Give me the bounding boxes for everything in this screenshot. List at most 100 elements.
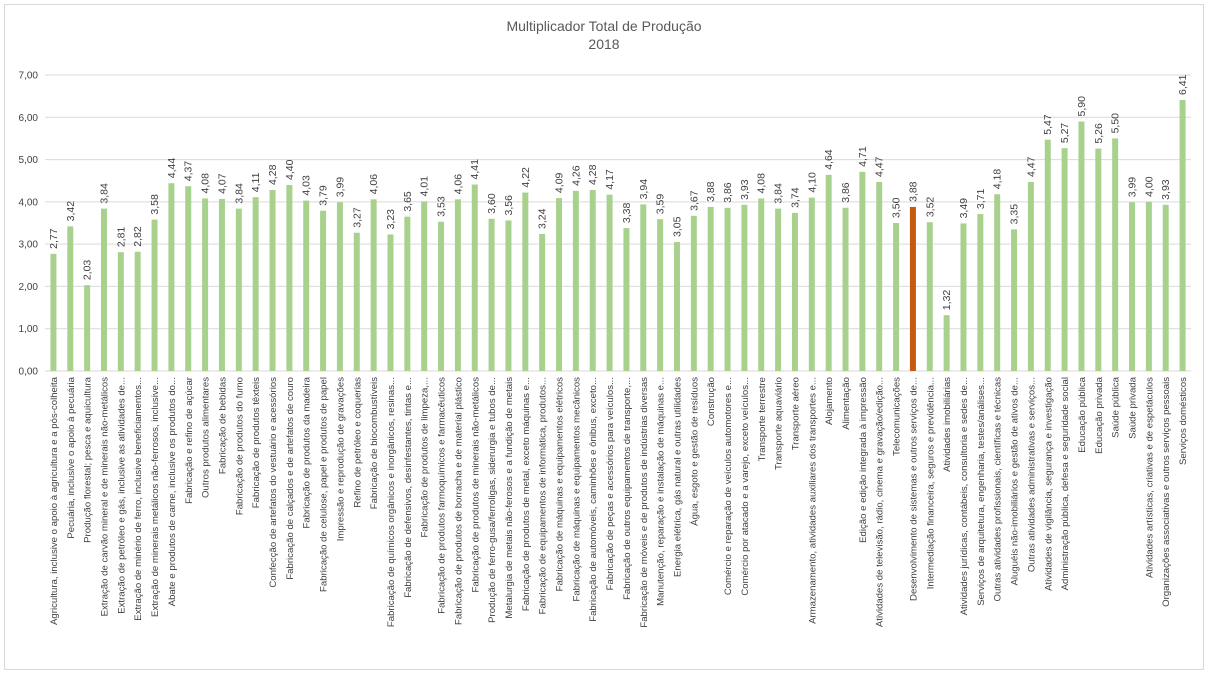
bar xyxy=(1145,201,1152,371)
bar xyxy=(943,315,950,371)
bar xyxy=(117,252,124,371)
value-label: 3,88 xyxy=(907,181,919,202)
bar xyxy=(1061,148,1068,371)
value-label: 4,03 xyxy=(301,175,313,196)
x-tick-label: Fabricação de produtos têxteis xyxy=(251,377,262,508)
value-label: 2,81 xyxy=(115,227,127,248)
value-label: 4,01 xyxy=(419,176,431,197)
value-label: 4,18 xyxy=(992,169,1004,190)
value-label: 3,56 xyxy=(503,195,515,216)
bar xyxy=(522,192,529,371)
bar xyxy=(893,223,900,371)
value-label: 3,23 xyxy=(385,209,397,230)
x-tick-label: Aluguéis não-imobiliários e gestão de at… xyxy=(1010,377,1021,586)
value-label: 3,24 xyxy=(537,208,549,229)
bar xyxy=(454,199,461,371)
value-label: 2,77 xyxy=(48,228,60,249)
bar xyxy=(185,186,192,371)
bar xyxy=(775,208,782,371)
x-tick-label: Atividades jurídicas, contábeis, consult… xyxy=(959,377,970,615)
bar xyxy=(421,201,428,371)
x-tick-label: Fabricação de defensivos, desinfestantes… xyxy=(403,377,414,598)
x-tick-label: Serviços domésticos xyxy=(1178,377,1189,465)
x-tick-label: Fabricação de produtos farmoquímicos e f… xyxy=(437,377,448,614)
value-label: 4,07 xyxy=(216,173,228,194)
bar xyxy=(724,207,731,371)
x-tick-label: Fabricação de bebidas xyxy=(217,377,228,474)
bar xyxy=(741,204,748,371)
value-label: 3,67 xyxy=(688,190,700,211)
x-tick-label: Comércio por atacado e a varejo, exceto … xyxy=(740,377,751,596)
value-label: 4,08 xyxy=(200,173,212,194)
value-label: 4,64 xyxy=(823,149,835,170)
x-tick-label: Fabricação de outros equipamentos de tra… xyxy=(622,377,633,600)
bar xyxy=(909,206,916,371)
x-tick-label: Refino de petróleo e coquerias xyxy=(352,377,363,508)
value-label: 4,28 xyxy=(587,164,599,185)
x-tick-label: Alimentação xyxy=(841,377,852,430)
x-tick-label: Saúde pública xyxy=(1111,376,1122,437)
value-label: 3,50 xyxy=(891,197,903,218)
x-tick-label: Outras atividades administrativas e serv… xyxy=(1026,377,1037,572)
bar xyxy=(1179,99,1186,371)
value-label: 3,99 xyxy=(334,177,346,198)
x-tick-label: Fabricação de produtos de minerais não-m… xyxy=(470,377,481,593)
x-tick-label: Extração de minério de ferro, inclusive … xyxy=(133,377,144,621)
value-label: 5,47 xyxy=(1042,114,1054,135)
value-label: 4,44 xyxy=(166,158,178,179)
bar xyxy=(404,216,411,371)
value-label: 3,59 xyxy=(655,194,667,215)
bar xyxy=(1027,181,1034,371)
bar xyxy=(134,251,141,371)
bar xyxy=(488,218,495,371)
x-tick-label: Fabricação de calçados e de artefatos de… xyxy=(285,377,296,580)
value-label: 3,38 xyxy=(621,202,633,223)
value-label: 4,47 xyxy=(1025,156,1037,177)
value-label: 3,35 xyxy=(1009,204,1021,225)
x-tick-label: Fabricação de celulose, papel e produtos… xyxy=(319,377,330,592)
chart-frame xyxy=(4,4,1204,670)
x-tick-label: Fabricação de produtos da madeira xyxy=(302,376,313,528)
bar xyxy=(825,174,832,371)
value-label: 3,93 xyxy=(739,179,751,200)
value-label: 3,93 xyxy=(1160,179,1172,200)
bar xyxy=(505,220,512,371)
bar xyxy=(623,228,630,371)
x-tick-label: Fabricação de máquinas e equipamentos me… xyxy=(571,377,582,602)
value-label: 4,47 xyxy=(874,156,886,177)
value-label: 2,82 xyxy=(132,226,144,247)
bar xyxy=(438,221,445,371)
value-label: 3,94 xyxy=(638,179,650,200)
x-tick-label: Educação pública xyxy=(1077,376,1088,452)
x-tick-label: Produção de ferro-gusa/ferroligas, sider… xyxy=(487,377,498,623)
y-tick-label: 7,00 xyxy=(19,71,39,82)
value-label: 4,40 xyxy=(284,159,296,180)
bar xyxy=(218,198,225,371)
value-label: 4,06 xyxy=(452,174,464,195)
value-label: 4,09 xyxy=(554,172,566,193)
x-tick-label: Transporte terrestre xyxy=(757,377,768,461)
bar xyxy=(202,198,209,371)
value-label: 3,60 xyxy=(486,193,498,214)
x-tick-label: Energia elétrica, gás natural e outras u… xyxy=(672,377,683,577)
x-tick-label: Educação privada xyxy=(1094,376,1105,453)
x-tick-label: Impressão e reprodução de gravações xyxy=(335,377,346,541)
bar xyxy=(235,208,242,371)
bar xyxy=(977,214,984,371)
bar xyxy=(286,184,293,371)
bar xyxy=(690,215,697,371)
value-label: 4,08 xyxy=(756,173,768,194)
x-tick-label: Atividades artísticas, criativas e de es… xyxy=(1144,377,1155,578)
x-tick-label: Fabricação de produtos de limpeza,... xyxy=(420,377,431,538)
x-tick-label: Outros produtos alimentares xyxy=(201,377,212,498)
bar xyxy=(370,199,377,371)
x-tick-label: Administração pública, defesa e segurida… xyxy=(1060,377,1071,590)
value-label: 3,74 xyxy=(789,187,801,208)
bar xyxy=(269,190,276,371)
bar xyxy=(168,183,175,371)
x-tick-label: Abate e produtos de carne, inclusive os … xyxy=(167,377,178,606)
x-tick-label: Atividades de televisão, rádio, cinema e… xyxy=(875,377,886,627)
x-tick-label: Metalurgia de metais não-ferosos e a fun… xyxy=(504,377,515,619)
value-label: 1,32 xyxy=(941,290,953,311)
